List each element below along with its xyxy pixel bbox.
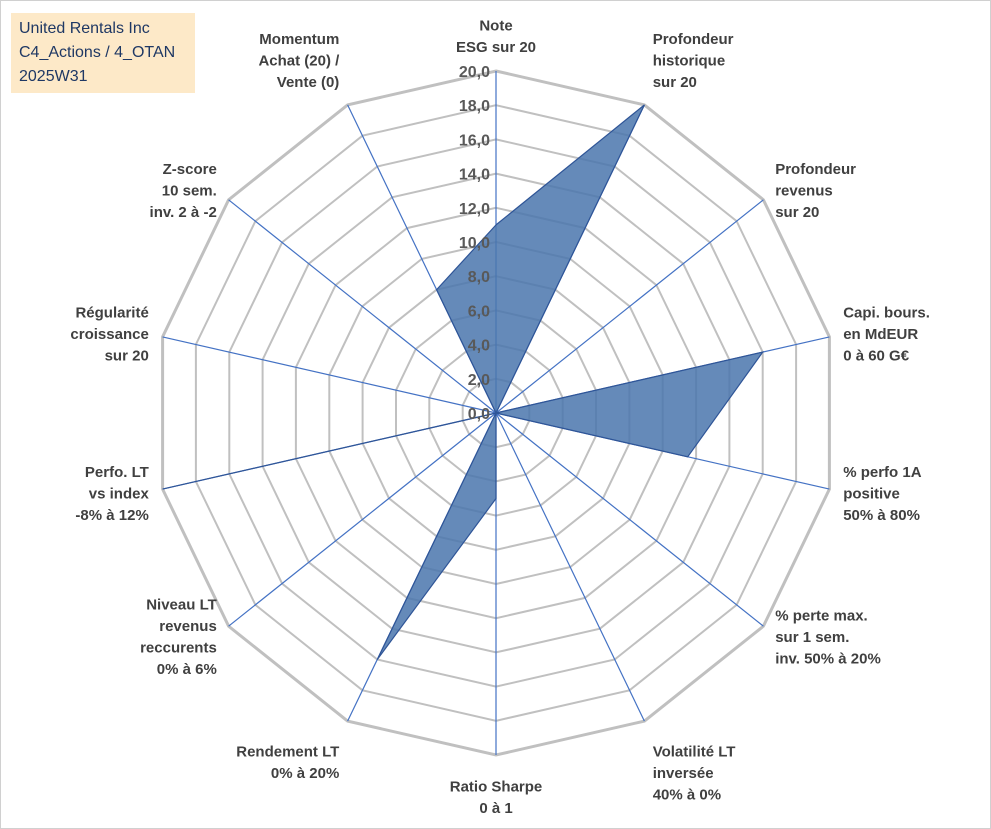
axis-label: Niveau LT revenus reccurents 0% à 6%: [140, 597, 217, 679]
axis-label-line: 40% à 0%: [653, 787, 721, 804]
axis-label-line: Momentum: [259, 31, 339, 48]
axis-spoke: [495, 412, 645, 722]
data-point: [495, 497, 498, 500]
axis-label-line: 50% à 80%: [843, 507, 920, 524]
tick-label: 18,0: [459, 98, 490, 115]
axis-label-line: positive: [843, 485, 900, 502]
company-name: United Rentals Inc: [19, 20, 150, 37]
axis-label-line: Vente (0): [277, 74, 340, 91]
data-point: [495, 412, 498, 415]
tick-label: 12,0: [459, 201, 490, 218]
axis-label: Profondeur historique sur 20: [653, 31, 734, 91]
axis-label-line: inv. 50% à 20%: [775, 651, 881, 668]
axis-spoke: [162, 336, 497, 414]
axis-label-line: revenus: [159, 618, 217, 635]
data-point: [761, 351, 764, 354]
axis-label: Volatilité LT inversée 40% à 0%: [653, 744, 736, 804]
tick-label: 14,0: [459, 167, 490, 184]
axis-label: % perte max. sur 1 sem. inv. 50% à 20%: [775, 608, 881, 668]
axis-label-line: % perte max.: [775, 608, 868, 625]
axis-label-line: Z-score: [163, 161, 217, 178]
series-area: [162, 104, 765, 660]
axis-label-line: croissance: [70, 326, 148, 343]
tick-label: 2,0: [468, 372, 490, 389]
axis-label-line: Volatilité LT: [653, 744, 736, 761]
axis-label-line: revenus: [775, 183, 833, 200]
axis-label-line: 0 à 1: [479, 800, 512, 817]
axis-label-line: sur 20: [653, 74, 697, 91]
axis-label: Profondeur revenus sur 20: [775, 161, 856, 221]
axis-label: Momentum Achat (20) / Vente (0): [258, 31, 340, 91]
axis-label-line: sur 1 sem.: [775, 629, 849, 646]
axis-label-line: 0% à 6%: [157, 661, 217, 678]
data-point: [435, 288, 438, 291]
axis-label-line: Profondeur: [775, 161, 856, 178]
tick-label: 8,0: [468, 269, 490, 286]
axis-label-line: inversée: [653, 765, 714, 782]
axis-label-line: Profondeur: [653, 31, 734, 48]
axis-label-line: -8% à 12%: [75, 507, 148, 524]
tick-label: 6,0: [468, 303, 490, 320]
data-point: [376, 658, 379, 661]
axis-label-line: 0 à 60 G€: [843, 348, 910, 365]
chart-header: United Rentals Inc C4_Actions / 4_OTAN 2…: [11, 13, 195, 93]
axis-label: Rendement LT 0% à 20%: [236, 744, 339, 783]
axis-label-line: vs index: [89, 485, 150, 502]
axis-spoke: [228, 199, 497, 414]
axis-label-line: Régularité: [75, 305, 148, 322]
data-point: [686, 455, 689, 458]
axis-label: % perfo 1A positive 50% à 80%: [843, 464, 922, 524]
axis-label-line: ESG sur 20: [456, 39, 536, 56]
axis-label-line: sur 20: [775, 204, 819, 221]
axis-spoke: [495, 412, 764, 627]
axis-label: Régularité croissance sur 20: [70, 305, 148, 365]
data-point: [643, 103, 646, 106]
axis-label-line: historique: [653, 52, 726, 69]
axis-label-line: sur 20: [105, 348, 149, 365]
axis-label-line: en MdEUR: [843, 326, 918, 343]
tick-label: 10,0: [459, 235, 490, 252]
portfolio-category: C4_Actions / 4_OTAN: [19, 44, 176, 61]
axis-label: Perfo. LT vs index -8% à 12%: [75, 464, 149, 524]
axis-spoke: [495, 199, 764, 414]
tick-label: 16,0: [459, 132, 490, 149]
axis-spoke: [228, 412, 497, 627]
tick-label: 0,0: [468, 406, 490, 423]
axis-label: Capi. bours. en MdEUR 0 à 60 G€: [843, 305, 930, 365]
axis-label-line: Note: [479, 18, 512, 35]
axis-label-line: Achat (20) /: [258, 52, 340, 69]
axis-label: Z-score 10 sem. inv. 2 à -2: [150, 161, 217, 221]
axis-label-line: reccurents: [140, 640, 217, 657]
axis-label-line: inv. 2 à -2: [150, 204, 217, 221]
axis-label: Ratio Sharpe 0 à 1: [450, 779, 543, 818]
axis-label-line: Niveau LT: [146, 597, 217, 614]
axis-label-line: Perfo. LT: [85, 464, 149, 481]
data-point: [161, 488, 164, 491]
axis-label-line: Ratio Sharpe: [450, 779, 543, 796]
axis-label-line: % perfo 1A: [843, 464, 922, 481]
axis-label-line: 0% à 20%: [271, 765, 339, 782]
data-point: [495, 223, 498, 226]
tick-label: 20,0: [459, 64, 490, 81]
axis-label-line: 10 sem.: [162, 183, 217, 200]
axis-label: Note ESG sur 20: [456, 18, 536, 57]
week-code: 2025W31: [19, 68, 88, 85]
axis-label-line: Capi. bours.: [843, 305, 930, 322]
axis-label-line: Rendement LT: [236, 744, 339, 761]
tick-label: 4,0: [468, 338, 490, 355]
